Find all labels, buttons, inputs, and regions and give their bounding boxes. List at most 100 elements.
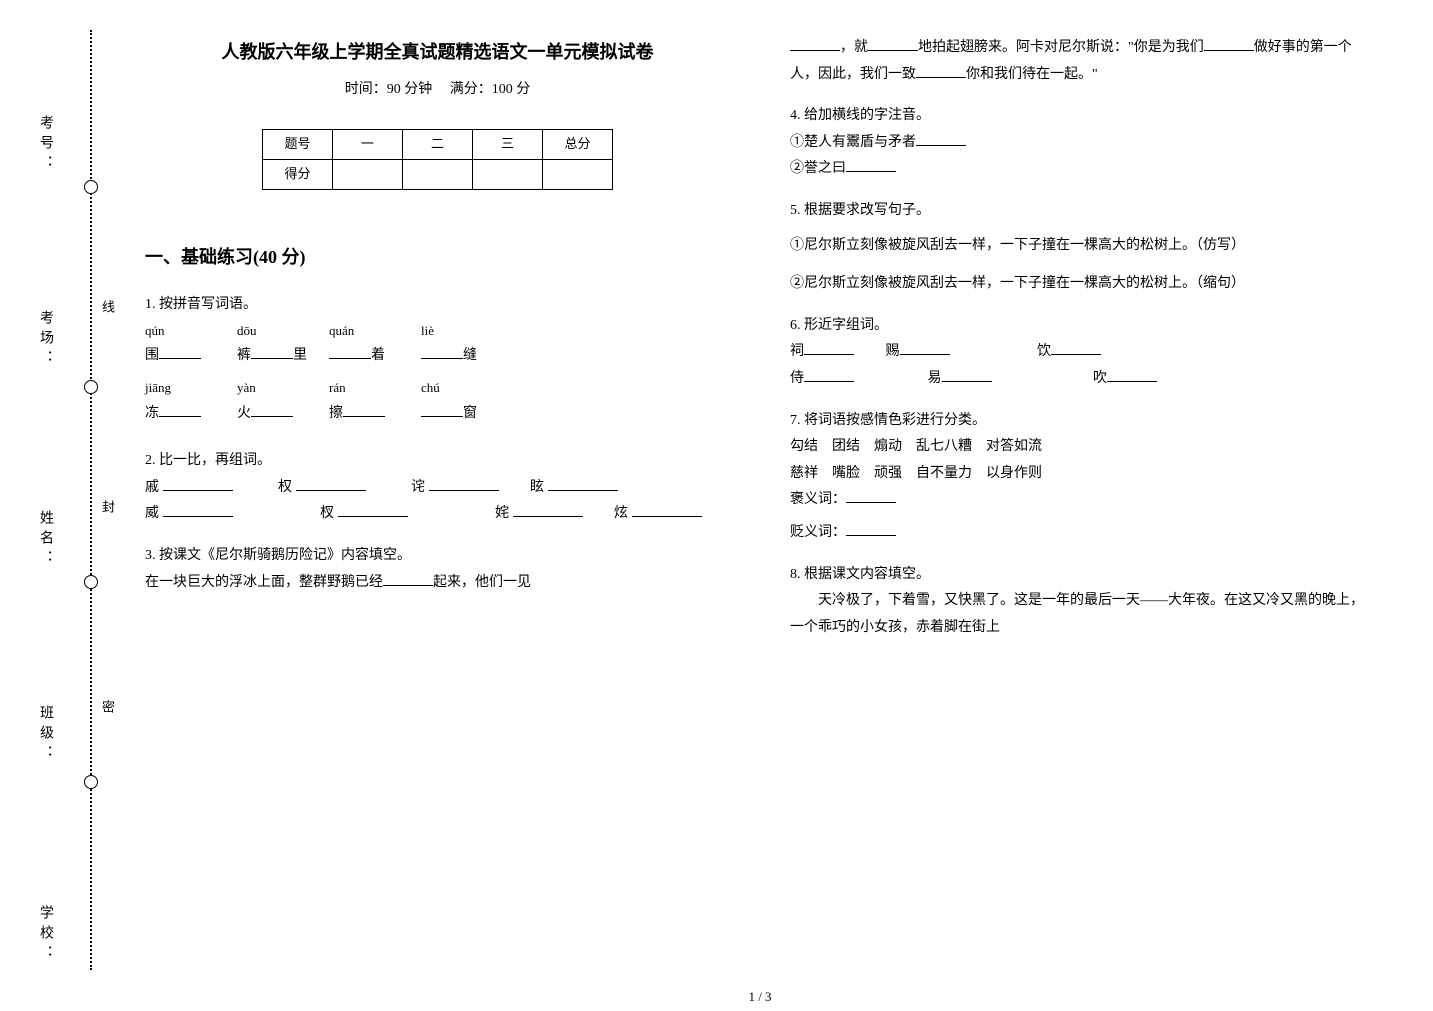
section-title: 一、基础练习(40 分): [145, 240, 730, 274]
q1-body: qún围 dōu裤里 quán着 liè缝 jiāng冻 yàn火 rán擦 c…: [145, 319, 730, 434]
blank: [846, 522, 896, 536]
blank: [421, 345, 463, 359]
blank: [343, 403, 385, 417]
blank: [632, 503, 702, 517]
q2-body: 戚 权 诧 眩 威 杈 姹 炫: [145, 475, 730, 528]
paper-title: 人教版六年级上学期全真试题精选语文一单元模拟试卷: [145, 35, 730, 69]
blank: [383, 572, 433, 586]
blank: [251, 345, 293, 359]
blank: [159, 345, 201, 359]
q5-label: 5. 根据要求改写句子。: [790, 198, 1375, 225]
binding-circle: [84, 775, 98, 789]
blank: [338, 503, 408, 517]
blank: [163, 477, 233, 491]
binding-circle: [84, 575, 98, 589]
table-row: 得分: [263, 159, 613, 189]
blank: [1107, 368, 1157, 382]
right-column: ，就地拍起翅膀来。阿卡对尼尔斯说："你是为我们做好事的第一个人，因此，我们一致你…: [760, 35, 1405, 975]
pinyin-item: yàn火: [237, 376, 329, 427]
q1-label: 1. 按拼音写词语。: [145, 292, 730, 319]
question-3: 3. 按课文《尼尔斯骑鹅历险记》内容填空。 在一块巨大的浮冰上面，整群野鹅已经起…: [145, 543, 730, 596]
score-label: 满分：: [450, 82, 492, 97]
table-cell: 题号: [263, 129, 333, 159]
binding-circle: [84, 380, 98, 394]
table-cell: [333, 159, 403, 189]
q6-row1: 祠 赐 饮: [790, 339, 1375, 366]
q8-label: 8. 根据课文内容填空。: [790, 562, 1375, 589]
q7-positive: 褒义词：: [790, 487, 1375, 514]
q7-label: 7. 将词语按感情色彩进行分类。: [790, 408, 1375, 435]
q3-continued: ，就地拍起翅膀来。阿卡对尼尔斯说："你是为我们做好事的第一个人，因此，我们一致你…: [790, 35, 1375, 88]
question-8: 8. 根据课文内容填空。 天冷极了，下着雪，又快黑了。这是一年的最后一天——大年…: [790, 562, 1375, 642]
blank: [429, 477, 499, 491]
binding-dotted-line: [90, 30, 92, 970]
question-2: 2. 比一比，再组词。 戚 权 诧 眩 威 杈 姹 炫: [145, 448, 730, 528]
q4-item1: ①楚人有鬻盾与矛者: [790, 130, 1375, 157]
blank: [846, 489, 896, 503]
q3-label: 3. 按课文《尼尔斯骑鹅历险记》内容填空。: [145, 543, 730, 570]
blank: [163, 503, 233, 517]
q2-row: 威 杈 姹 炫: [145, 501, 730, 528]
q5-item1: ①尼尔斯立刻像被旋风刮去一样，一下子撞在一棵高大的松树上。（仿写）: [790, 233, 1375, 260]
blank: [548, 477, 618, 491]
q6-row2: 侍 易 吹: [790, 366, 1375, 393]
pinyin-item: quán着: [329, 319, 421, 370]
q4-item2: ②誉之曰: [790, 156, 1375, 183]
q7-negative: 贬义词：: [790, 520, 1375, 547]
pinyin-item: rán擦: [329, 376, 421, 427]
blank: [942, 368, 992, 382]
question-4: 4. 给加横线的字注音。 ①楚人有鬻盾与矛者 ②誉之曰: [790, 103, 1375, 183]
blank: [513, 503, 583, 517]
table-cell: [543, 159, 613, 189]
blank: [900, 341, 950, 355]
blank: [1051, 341, 1101, 355]
binding-circle: [84, 180, 98, 194]
table-cell: [473, 159, 543, 189]
table-cell: [403, 159, 473, 189]
page-number: 1 / 3: [115, 989, 1405, 1005]
blank: [804, 341, 854, 355]
score-value: 100 分: [492, 82, 531, 97]
binding-label-school: 学校：: [35, 905, 55, 965]
pinyin-item: chú窗: [421, 376, 513, 427]
question-6: 6. 形近字组词。 祠 赐 饮 侍 易 吹: [790, 313, 1375, 393]
page-content: 人教版六年级上学期全真试题精选语文一单元模拟试卷 时间：90 分钟 满分：100…: [115, 35, 1405, 975]
blank: [790, 37, 840, 51]
blank: [846, 158, 896, 172]
table-cell: 总分: [543, 129, 613, 159]
blank: [868, 37, 918, 51]
blank: [1204, 37, 1254, 51]
q8-text: 天冷极了，下着雪，又快黑了。这是一年的最后一天——大年夜。在这又冷又黑的晚上，一…: [790, 588, 1375, 641]
q5-item2: ②尼尔斯立刻像被旋风刮去一样，一下子撞在一棵高大的松树上。（缩句）: [790, 271, 1375, 298]
score-table: 题号 一 二 三 总分 得分: [262, 129, 613, 190]
question-7: 7. 将词语按感情色彩进行分类。 勾结 团结 煽动 乱七八糟 对答如流 慈祥 嘴…: [790, 408, 1375, 547]
question-5: 5. 根据要求改写句子。 ①尼尔斯立刻像被旋风刮去一样，一下子撞在一棵高大的松树…: [790, 198, 1375, 298]
binding-label-name: 姓名：: [35, 510, 55, 570]
q7-words-line1: 勾结 团结 煽动 乱七八糟 对答如流: [790, 434, 1375, 461]
pinyin-item: dōu裤里: [237, 319, 329, 370]
pinyin-item: jiāng冻: [145, 376, 237, 427]
q3-body: 在一块巨大的浮冰上面，整群野鹅已经起来，他们一见: [145, 570, 730, 597]
table-cell: 一: [333, 129, 403, 159]
left-column: 人教版六年级上学期全真试题精选语文一单元模拟试卷 时间：90 分钟 满分：100…: [115, 35, 760, 975]
blank: [916, 132, 966, 146]
time-label: 时间：: [345, 82, 387, 97]
binding-label-room: 考场：: [35, 310, 55, 370]
blank: [329, 345, 371, 359]
table-cell: 得分: [263, 159, 333, 189]
q2-row: 戚 权 诧 眩: [145, 475, 730, 502]
blank: [296, 477, 366, 491]
pinyin-item: liè缝: [421, 319, 513, 370]
blank: [159, 403, 201, 417]
binding-label-examno: 考号：: [35, 115, 55, 175]
q2-label: 2. 比一比，再组词。: [145, 448, 730, 475]
blank: [916, 64, 966, 78]
blank: [804, 368, 854, 382]
table-cell: 二: [403, 129, 473, 159]
blank: [251, 403, 293, 417]
pinyin-item: qún围: [145, 319, 237, 370]
question-1: 1. 按拼音写词语。 qún围 dōu裤里 quán着 liè缝 jiāng冻 …: [145, 292, 730, 433]
q6-label: 6. 形近字组词。: [790, 313, 1375, 340]
time-value: 90 分钟: [387, 82, 433, 97]
blank: [421, 403, 463, 417]
